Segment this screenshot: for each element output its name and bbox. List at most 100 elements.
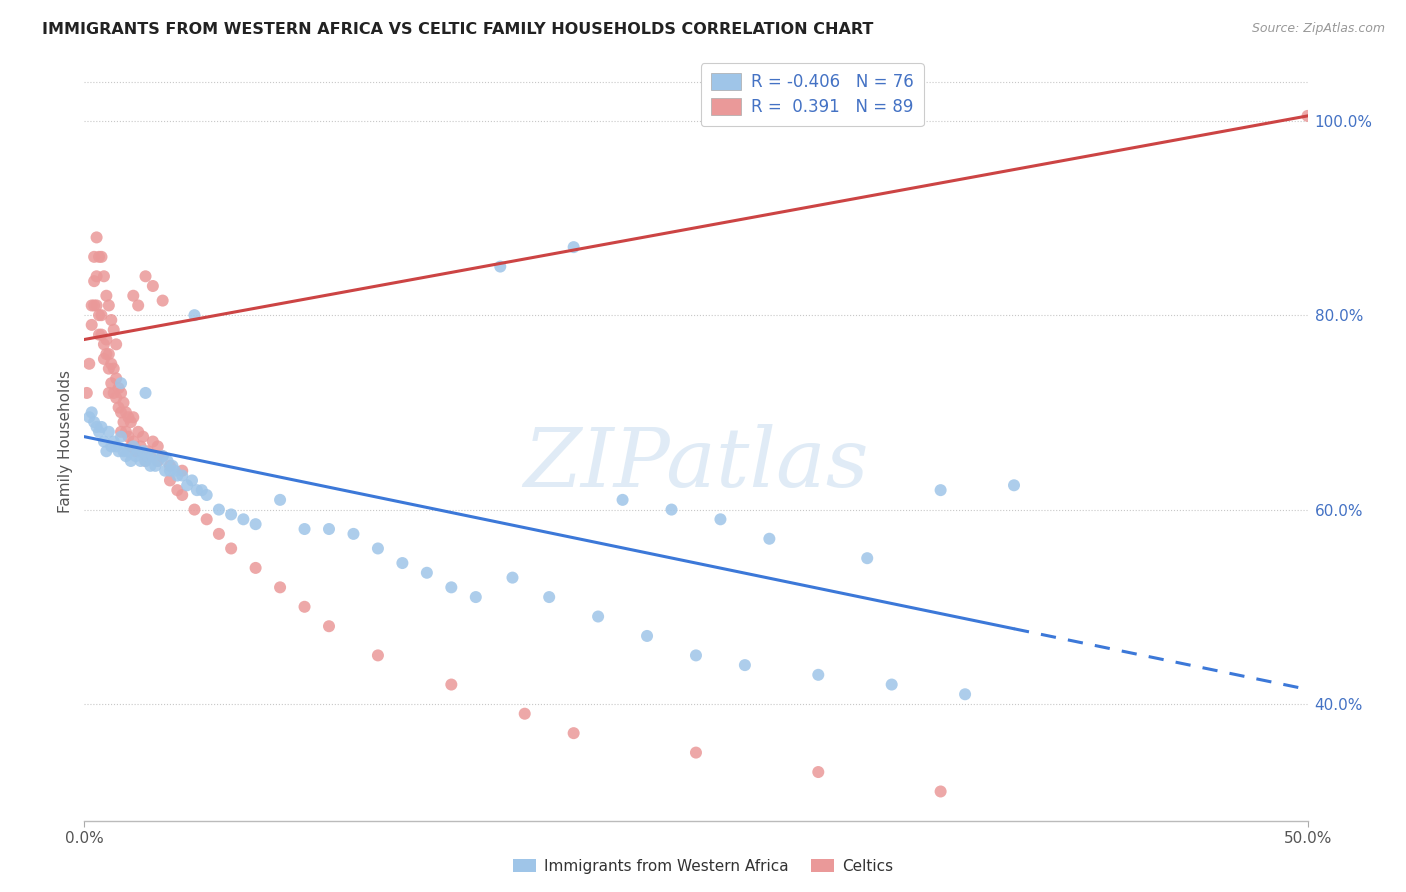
Point xyxy=(152,449,174,463)
Point xyxy=(135,449,157,463)
Point xyxy=(110,376,132,391)
Point xyxy=(162,458,184,473)
Point xyxy=(127,298,149,312)
Point xyxy=(120,439,142,453)
Point xyxy=(97,386,120,401)
Point xyxy=(135,386,157,401)
Point xyxy=(107,401,129,415)
Point xyxy=(127,425,149,439)
Point xyxy=(636,629,658,643)
Point xyxy=(120,454,142,468)
Point xyxy=(112,395,135,409)
Point xyxy=(86,298,108,312)
Point xyxy=(172,468,194,483)
Point xyxy=(110,386,132,401)
Point xyxy=(105,337,128,351)
Point xyxy=(80,298,103,312)
Point xyxy=(183,502,205,516)
Point xyxy=(195,512,218,526)
Point xyxy=(181,474,204,488)
Point xyxy=(122,410,145,425)
Point xyxy=(100,313,122,327)
Point xyxy=(562,726,585,740)
Point xyxy=(125,449,148,463)
Point xyxy=(86,420,108,434)
Point xyxy=(489,260,512,274)
Point xyxy=(127,444,149,458)
Point xyxy=(83,415,105,429)
Point xyxy=(269,580,291,594)
Point xyxy=(562,240,585,254)
Point xyxy=(135,454,157,468)
Point xyxy=(734,658,756,673)
Point xyxy=(132,444,155,458)
Point xyxy=(166,483,188,497)
Point xyxy=(100,357,122,371)
Point xyxy=(146,454,169,468)
Point xyxy=(129,439,152,453)
Point xyxy=(661,502,683,516)
Point xyxy=(195,488,218,502)
Point xyxy=(142,279,165,293)
Point xyxy=(83,298,105,312)
Point xyxy=(929,483,952,497)
Point xyxy=(86,230,108,244)
Point xyxy=(115,449,138,463)
Point xyxy=(93,269,115,284)
Point xyxy=(103,323,125,337)
Point xyxy=(269,492,291,507)
Point xyxy=(83,274,105,288)
Point xyxy=(318,522,340,536)
Point xyxy=(139,458,162,473)
Point xyxy=(146,454,169,468)
Point xyxy=(87,308,110,322)
Point xyxy=(391,556,413,570)
Text: IMMIGRANTS FROM WESTERN AFRICA VS CELTIC FAMILY HOUSEHOLDS CORRELATION CHART: IMMIGRANTS FROM WESTERN AFRICA VS CELTIC… xyxy=(42,22,873,37)
Point xyxy=(97,347,120,361)
Point xyxy=(122,434,145,449)
Point xyxy=(232,512,254,526)
Point xyxy=(208,527,231,541)
Point xyxy=(96,289,118,303)
Point xyxy=(127,444,149,458)
Point xyxy=(103,434,125,449)
Point xyxy=(107,444,129,458)
Point xyxy=(93,351,115,366)
Point xyxy=(122,289,145,303)
Point xyxy=(105,371,128,385)
Point xyxy=(953,687,976,701)
Point xyxy=(685,746,707,760)
Point xyxy=(758,532,780,546)
Point xyxy=(367,648,389,663)
Point xyxy=(318,619,340,633)
Point xyxy=(219,541,242,556)
Point xyxy=(107,381,129,395)
Point xyxy=(709,512,731,526)
Point xyxy=(129,454,152,468)
Point xyxy=(135,269,157,284)
Point xyxy=(76,386,98,401)
Point xyxy=(112,444,135,458)
Point xyxy=(80,405,103,419)
Point xyxy=(115,405,138,419)
Point xyxy=(105,391,128,405)
Point xyxy=(103,361,125,376)
Point xyxy=(586,609,609,624)
Point xyxy=(93,337,115,351)
Point xyxy=(440,677,463,691)
Point xyxy=(1002,478,1025,492)
Point xyxy=(464,590,486,604)
Point xyxy=(191,483,214,497)
Point xyxy=(146,439,169,453)
Point xyxy=(110,405,132,419)
Point xyxy=(96,444,118,458)
Point xyxy=(112,415,135,429)
Point xyxy=(117,430,139,444)
Point xyxy=(80,318,103,332)
Point xyxy=(166,468,188,483)
Point xyxy=(90,250,112,264)
Point xyxy=(132,430,155,444)
Legend: Immigrants from Western Africa, Celtics: Immigrants from Western Africa, Celtics xyxy=(508,853,898,880)
Point xyxy=(90,327,112,342)
Point xyxy=(440,580,463,594)
